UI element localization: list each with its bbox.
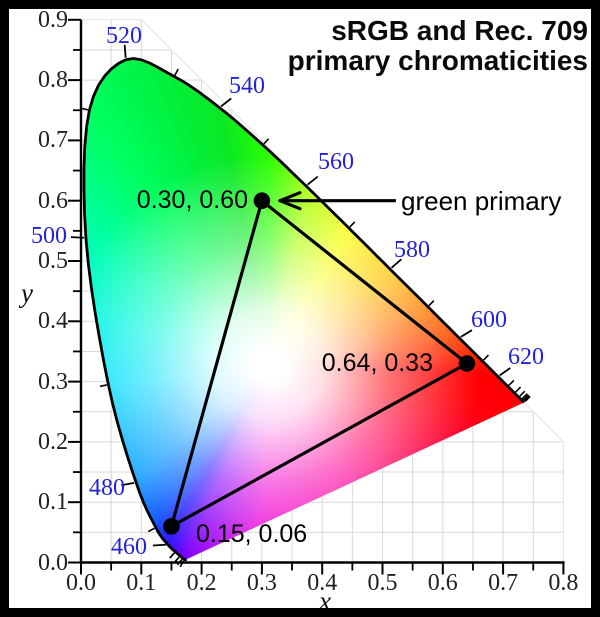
srgb-gamut-triangle [169,199,469,528]
red-primary-point [458,355,476,372]
wavelength-minor-tick [508,379,515,386]
y-axis-title: y [21,278,33,308]
wavelength-minor-tick [522,394,529,401]
wavelength-major-tick [121,481,135,487]
blue-primary-coordinates: 0.15, 0.06 [196,520,308,548]
wavelength-minor-tick [349,221,356,228]
wavelength-label-500: 500 [31,223,67,249]
wavelength-major-tick [220,97,232,108]
wavelength-minor-tick [176,558,183,566]
x-axis-tick-label: 0.0 [66,570,96,596]
wavelength-minor-tick [99,384,108,388]
y-axis-tick-label: 0.4 [38,308,68,335]
wavelength-minor-tick [428,300,435,307]
wavelength-minor-tick [174,68,179,76]
wavelength-minor-tick [515,386,522,393]
wavelength-major-tick [460,329,473,338]
y-axis-tick-label: 0.1 [38,489,68,516]
x-axis-tick-label: 0.7 [488,570,519,596]
wavelength-major-tick [152,543,166,547]
white-point [262,356,278,372]
wavelength-label-540: 540 [229,73,265,99]
wavelength-label-600: 600 [471,307,507,333]
x-axis-tick-label: 0.4 [307,570,338,596]
y-axis-tick-label: 0.7 [38,127,68,154]
wavelength-label-580: 580 [394,237,430,263]
wavelength-minor-tick [263,138,270,145]
wavelength-minor-tick [519,390,526,397]
chart-title-line1: sRGB and Rec. 709 [331,15,588,46]
wavelength-major-tick [70,236,84,239]
y-axis-tick-label: 0.6 [38,187,68,214]
x-axis-title: x [319,586,331,616]
wavelength-label-460: 460 [111,534,147,560]
chart-title-line2: primary chromaticities [287,45,588,76]
y-axis-tick-label: 0.2 [38,428,68,455]
y-axis-tick-label: 0.3 [38,368,68,395]
wavelength-major-tick [123,44,127,58]
wavelength-label-560: 560 [318,149,354,175]
wavelength-minor-tick [179,560,185,568]
y-axis-tick-label: 0.5 [38,248,68,274]
wavelength-minor-tick [524,395,531,403]
x-axis-tick-label: 0.3 [246,570,277,596]
blue-primary-point [163,518,180,535]
spectral-locus-outline [82,57,526,561]
green-primary-coordinates: 0.30, 0.60 [136,186,248,214]
wavelength-minor-tick [482,354,490,361]
green-primary-point [253,192,271,209]
wavelength-label-620: 620 [508,344,544,370]
x-axis-tick-label: 0.8 [548,570,579,596]
wavelength-major-tick [390,258,402,269]
x-axis-tick-label: 0.6 [427,570,458,596]
wavelength-minor-tick [169,552,176,559]
y-axis-tick-label: 0.8 [38,67,68,94]
x-axis-tick-label: 0.1 [126,570,157,596]
red-primary-coordinates: 0.64, 0.33 [321,349,433,377]
wavelength-label-520: 520 [106,23,142,49]
wavelength-major-tick [306,175,319,186]
wavelength-minor-tick [521,393,528,400]
wavelength-minor-tick [147,527,155,533]
x-axis-tick-label: 0.2 [186,570,217,596]
wavelength-major-tick [499,367,511,377]
chart-title: sRGB and Rec. 709 primary chromaticities [288,16,588,76]
y-axis-tick-label: 0.0 [38,549,68,576]
wavelength-minor-tick [173,556,180,563]
y-axis-tick-label: 0.9 [38,6,68,33]
green-primary-arrow-head [278,191,302,211]
wavelength-minor-tick [80,107,89,111]
wavelength-label-480: 480 [89,475,125,501]
x-axis-tick-label: 0.5 [367,570,398,596]
green-primary-pointer-label: green primary [401,186,562,216]
